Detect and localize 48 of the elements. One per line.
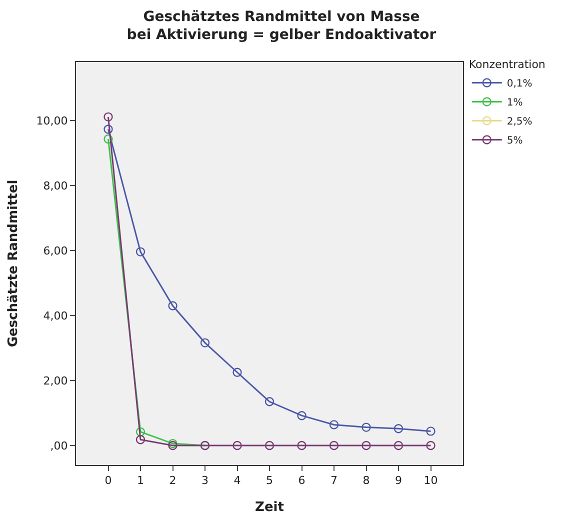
point	[362, 422, 371, 432]
point	[297, 411, 306, 420]
chart-subtitle: bei Aktivierung = gelber Endoaktivator	[126, 27, 436, 44]
point	[232, 440, 242, 450]
point	[426, 426, 436, 436]
point	[394, 424, 404, 434]
point	[136, 247, 146, 256]
legend-label: 5%	[506, 136, 523, 147]
legend-label: 2,5%	[506, 116, 532, 128]
x-tick-label: 6	[298, 474, 306, 488]
legend-label: 1%	[506, 98, 523, 109]
point	[104, 134, 113, 144]
x-tick-label: 1	[137, 474, 144, 488]
x-tick-label: 10	[424, 474, 438, 488]
x-tick-label: 7	[330, 474, 338, 488]
x-tick-label: 2	[169, 474, 176, 488]
y-tick-label: 4,00	[43, 309, 68, 322]
point	[104, 124, 113, 134]
y-tick-label: 2,00	[43, 374, 68, 388]
point	[200, 338, 210, 348]
x-tick-label: 9	[395, 474, 402, 488]
legend-title: Konzentration	[468, 58, 546, 72]
point	[394, 440, 404, 450]
point	[329, 420, 339, 430]
point	[297, 440, 306, 450]
legend-label: 0,1%	[506, 78, 532, 90]
y-axis-title: Geschätzte Randmittel	[6, 180, 22, 348]
x-tick-label: 8	[362, 474, 370, 488]
point	[264, 440, 274, 450]
chart-title: Geschätztes Randmittel von Masse	[143, 8, 420, 25]
point	[104, 112, 113, 122]
point	[329, 440, 339, 450]
x-tick-label: 4	[234, 474, 241, 488]
y-tick-label: 8,00	[43, 179, 68, 192]
point	[426, 440, 436, 450]
point	[136, 435, 146, 444]
point	[232, 368, 242, 377]
y-tick-label: 10,00	[36, 114, 68, 128]
x-tick-label: 0	[104, 474, 112, 488]
x-tick-label: 3	[202, 474, 208, 488]
point	[264, 397, 274, 406]
point	[362, 440, 371, 450]
x-axis-title: Zeit	[255, 500, 284, 515]
y-tick-label: 6,00	[43, 244, 68, 258]
point	[136, 427, 146, 436]
point	[168, 301, 178, 310]
x-tick-label: 5	[266, 474, 273, 488]
y-tick-label: ,00	[50, 439, 68, 452]
